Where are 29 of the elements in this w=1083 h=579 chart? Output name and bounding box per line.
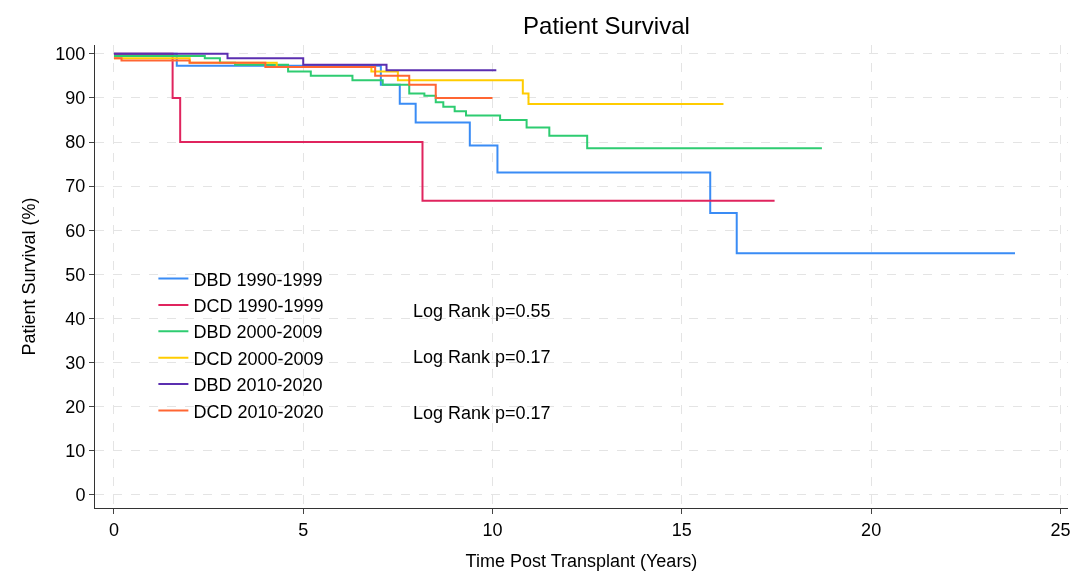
- y-tick-label: 30: [65, 352, 86, 373]
- x-tick-label: 20: [861, 519, 882, 540]
- legend-label: DBD 2000-2009: [193, 322, 323, 343]
- y-tick-label: 100: [55, 44, 86, 65]
- legend-label: DCD 2000-2009: [193, 348, 324, 369]
- y-tick-label: 80: [65, 132, 86, 153]
- y-tick-label: 50: [65, 264, 86, 285]
- y-tick-label: 90: [65, 88, 86, 109]
- y-tick-label: 40: [65, 308, 86, 329]
- y-tick-label: 0: [75, 485, 86, 506]
- x-tick-label: 25: [1050, 519, 1071, 540]
- y-tick-label: 20: [65, 396, 86, 417]
- y-tick-label: 10: [65, 440, 86, 461]
- legend-label: DCD 2010-2020: [193, 401, 324, 422]
- x-tick-label: 10: [482, 519, 503, 540]
- y-tick-label: 60: [65, 220, 86, 241]
- annotation: Log Rank p=0.55: [413, 301, 551, 321]
- x-tick-label: 15: [671, 519, 692, 540]
- legend-label: DBD 1990-1999: [193, 269, 323, 290]
- legend-label: DCD 1990-1999: [193, 295, 324, 316]
- y-axis-title: Patient Survival (%): [18, 197, 39, 356]
- x-tick-label: 0: [108, 519, 119, 540]
- x-tick-label: 5: [298, 519, 309, 540]
- legend-label: DBD 2010-2020: [193, 375, 323, 396]
- annotation: Log Rank p=0.17: [413, 403, 551, 423]
- chart-title: Patient Survival: [523, 12, 690, 40]
- x-axis-title: Time Post Transplant (Years): [465, 550, 698, 571]
- annotation: Log Rank p=0.17: [413, 347, 551, 367]
- y-tick-label: 70: [65, 176, 86, 197]
